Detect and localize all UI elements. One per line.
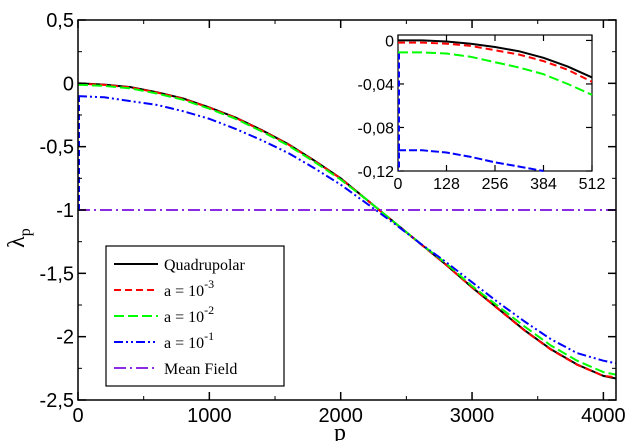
inset-y-tick-label: -0,04 bbox=[358, 77, 395, 94]
x-tick-label: 4000 bbox=[581, 405, 626, 427]
series-line-a1 bbox=[77, 95, 617, 365]
main-series-group bbox=[77, 82, 617, 380]
y-tick-label: -1,5 bbox=[40, 263, 74, 285]
inset-chart: 0 128 256 384 512 0 -0,04 -0,08 -0,12 bbox=[358, 33, 606, 193]
inset-x-tick-label: 0 bbox=[394, 176, 403, 193]
y-axis-label: λp bbox=[4, 228, 34, 248]
x-axis-label: p bbox=[334, 420, 346, 441]
legend-label-exponent: -1 bbox=[204, 329, 214, 343]
legend-label-a3: a = 10-3 bbox=[164, 277, 214, 300]
y-axis-label-sub: p bbox=[17, 228, 34, 236]
y-tick-label: 0 bbox=[63, 73, 74, 95]
series-line-a2 bbox=[77, 83, 617, 376]
inset-series-line-a1 bbox=[398, 149, 544, 172]
inset-series-line-a2 bbox=[398, 51, 593, 96]
inset-y-tick-label: -0,08 bbox=[358, 120, 395, 137]
legend-label-a2: a = 10-2 bbox=[164, 303, 214, 326]
inset-series-line-quadrupolar bbox=[398, 39, 593, 79]
y-tick-label: -2 bbox=[56, 327, 74, 349]
y-tick-label: -1 bbox=[56, 200, 74, 222]
legend-label-base: a = 10 bbox=[164, 309, 204, 326]
inset-frame bbox=[397, 34, 593, 172]
legend-label-quadrupolar: Quadrupolar bbox=[164, 257, 246, 274]
y-tick-label: 0,5 bbox=[46, 10, 74, 32]
x-tick-label: 0 bbox=[72, 405, 83, 427]
inset-x-tick-label: 384 bbox=[530, 176, 557, 193]
inset-x-tick-label: 128 bbox=[433, 176, 460, 193]
legend-label-exponent: -2 bbox=[204, 303, 214, 317]
y-tick-label: -0,5 bbox=[40, 137, 74, 159]
inset-y-tick-label: -0,12 bbox=[358, 164, 395, 181]
legend-label-base: a = 10 bbox=[164, 335, 204, 352]
legend-label-a1: a = 10-1 bbox=[164, 329, 214, 352]
main-axes: 0 1000 2000 3000 4000 0,5 0 -0,5 -1 -1,5 -2 -2,5 bbox=[40, 10, 626, 427]
x-tick-label: 2000 bbox=[318, 405, 363, 427]
legend-label-exponent: -3 bbox=[204, 277, 214, 291]
legend-label-mean-field: Mean Field bbox=[164, 361, 237, 378]
inset-x-tick-label: 256 bbox=[482, 176, 509, 193]
y-tick-label: -2,5 bbox=[40, 390, 74, 412]
x-tick-label: 3000 bbox=[450, 405, 495, 427]
legend-label-base: a = 10 bbox=[164, 283, 204, 300]
inset-y-tick-label: 0 bbox=[385, 33, 394, 50]
inset-x-tick-label: 512 bbox=[579, 176, 606, 193]
y-axis-label-main: λ bbox=[4, 236, 30, 248]
x-tick-label: 1000 bbox=[187, 405, 232, 427]
